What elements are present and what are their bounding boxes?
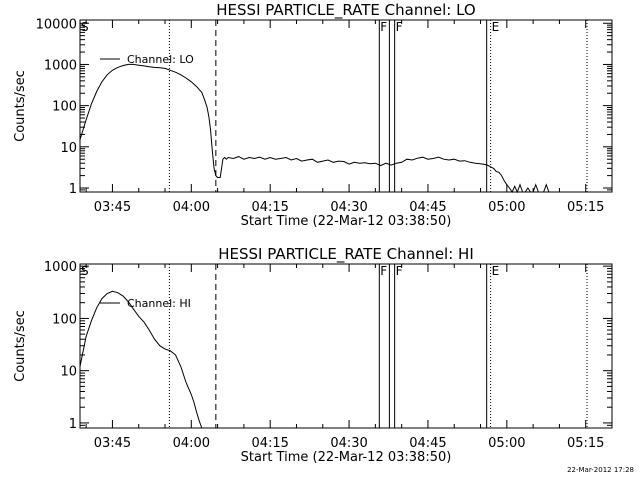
y-tick-label: 10000	[36, 17, 77, 32]
x-tick-label: 04:00	[173, 436, 210, 451]
x-tick-label: 04:15	[251, 200, 288, 215]
marker-label: F	[396, 20, 403, 34]
x-tick-label: 05:00	[488, 436, 525, 451]
y-tick-label: 1	[69, 417, 77, 432]
x-tick-label: 04:30	[330, 436, 367, 451]
x-tick-label: 04:45	[409, 436, 446, 451]
marker-label: S	[81, 264, 89, 278]
marker-label: F	[396, 264, 403, 278]
y-tick-label: 100	[52, 312, 77, 327]
marker-label: E	[492, 264, 500, 278]
x-tick-label: 05:00	[488, 200, 525, 215]
series-line-0-0	[79, 63, 555, 194]
x-tick-label: 05:15	[567, 200, 604, 215]
x-tick-label: 05:15	[567, 436, 604, 451]
y-tick-label: 100	[52, 100, 77, 115]
x-tick-label: 03:45	[94, 436, 131, 451]
marker-label: E	[492, 20, 500, 34]
footer-timestamp: 22-Mar-2012 17:28	[567, 466, 634, 474]
y-tick-label: 1	[69, 182, 77, 197]
marker-label: F	[380, 20, 387, 34]
y-axis-label-1: Counts/sec	[13, 310, 28, 382]
x-axis-label-0: Start Time (22-Mar-12 03:38:50)	[241, 214, 452, 229]
x-axis-label-1: Start Time (22-Mar-12 03:38:50)	[241, 450, 452, 465]
x-tick-label: 04:30	[330, 200, 367, 215]
marker-label: F	[380, 264, 387, 278]
legend-entry: Channel: HI	[127, 297, 191, 310]
marker-label: S	[81, 20, 89, 34]
legend-entry: Channel: LO	[127, 53, 194, 66]
chart-title-1: HESSI PARTICLE_RATE Channel: HI	[218, 245, 474, 264]
y-axis-label-0: Counts/sec	[13, 70, 28, 142]
plot-frame-0	[79, 19, 613, 193]
x-tick-label: 04:00	[173, 200, 210, 215]
y-tick-label: 10	[60, 141, 77, 156]
chart-title-0: HESSI PARTICLE_RATE Channel: LO	[216, 1, 475, 20]
x-tick-label: 04:45	[409, 200, 446, 215]
y-tick-label: 10	[60, 365, 77, 380]
x-tick-label: 03:45	[94, 200, 131, 215]
y-tick-label: 1000	[44, 260, 77, 275]
x-tick-label: 04:15	[251, 436, 288, 451]
series-line-1-0	[79, 290, 203, 429]
y-tick-label: 1000	[44, 58, 77, 73]
